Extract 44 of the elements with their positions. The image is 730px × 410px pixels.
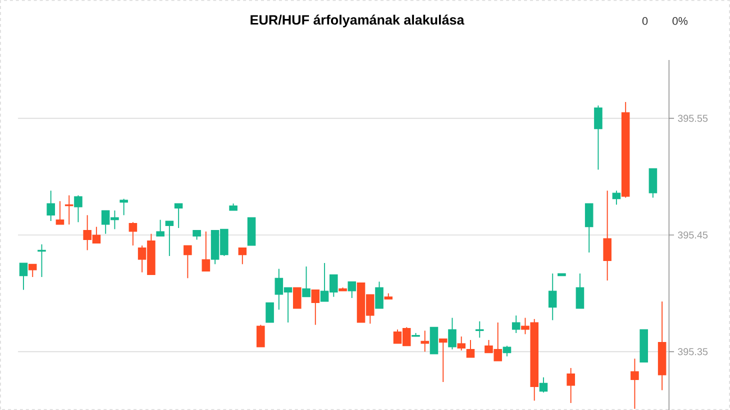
candlestick — [266, 302, 274, 323]
candlestick — [512, 315, 520, 334]
candlestick — [475, 320, 484, 338]
candlestick — [302, 266, 310, 298]
candlestick — [548, 273, 557, 321]
candlestick — [120, 198, 128, 216]
candlestick — [293, 287, 302, 309]
y-tick-label: 395.55 — [678, 114, 708, 122]
candlestick — [420, 330, 430, 352]
candlestick — [28, 264, 37, 278]
candlestick — [566, 368, 575, 404]
candlestick — [192, 230, 201, 240]
candlestick — [202, 231, 210, 272]
text: 0% — [672, 17, 688, 25]
candlestick — [612, 190, 621, 206]
candlestick — [184, 244, 192, 279]
candlestick — [466, 340, 475, 358]
candlestick — [375, 281, 384, 309]
candlestick — [174, 202, 183, 228]
y-tick-label: 395.35 — [678, 348, 708, 356]
candlestick — [311, 289, 320, 326]
candlestick — [630, 358, 639, 410]
candlestick — [156, 219, 164, 237]
y-tick-label: 395.45 — [678, 231, 708, 239]
candlestick — [46, 190, 55, 222]
candlestick — [238, 247, 247, 265]
candlestick — [576, 273, 584, 309]
candlestick — [74, 194, 82, 223]
candlestick — [348, 281, 356, 298]
candlestick — [256, 324, 265, 348]
candlestick — [594, 104, 602, 170]
candlestick — [502, 345, 512, 357]
candlestick — [539, 376, 548, 393]
candlestick — [19, 262, 28, 290]
text: 0 — [642, 17, 648, 25]
candlestick — [128, 222, 138, 246]
chart-title: EUR/HUF árfolyamának alakulása — [250, 14, 464, 28]
candlestick — [603, 190, 612, 281]
candlestick — [457, 336, 466, 351]
candlestick — [448, 317, 456, 350]
candlestick — [165, 220, 174, 256]
candlestick — [56, 200, 64, 225]
candlestick — [439, 338, 448, 382]
candlestick — [584, 202, 594, 253]
